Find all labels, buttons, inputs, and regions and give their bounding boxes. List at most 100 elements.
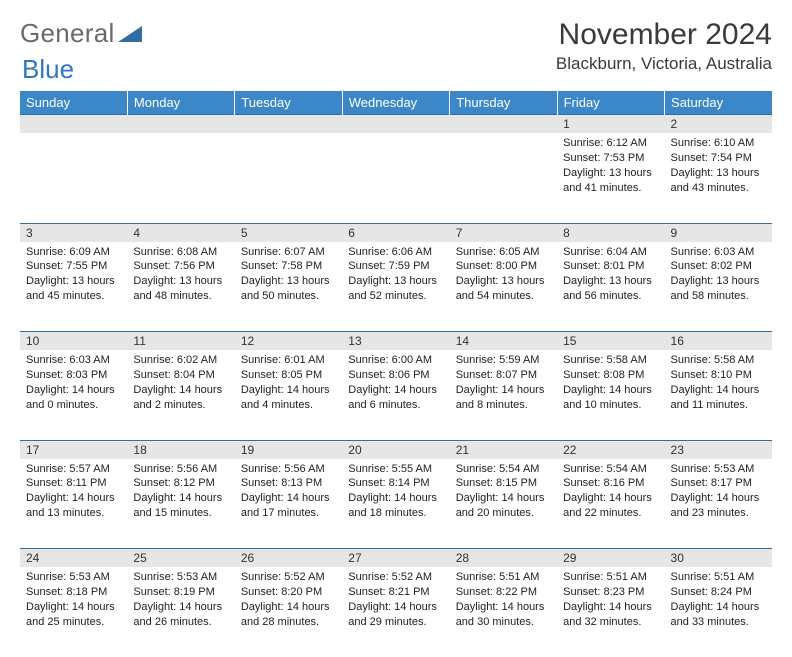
day-number (235, 115, 342, 134)
daynum-row: 3456789 (20, 223, 772, 242)
title-block: November 2024 Blackburn, Victoria, Austr… (556, 18, 772, 74)
daynum-row: 24252627282930 (20, 549, 772, 568)
day-number (342, 115, 449, 134)
day-cell: Sunrise: 5:51 AMSunset: 8:24 PMDaylight:… (665, 567, 772, 657)
week-row: Sunrise: 5:53 AMSunset: 8:18 PMDaylight:… (20, 567, 772, 657)
day-info: Sunrise: 5:54 AMSunset: 8:16 PMDaylight:… (557, 459, 664, 527)
day-cell: Sunrise: 6:03 AMSunset: 8:02 PMDaylight:… (665, 242, 772, 332)
col-wed: Wednesday (342, 91, 449, 115)
day-info: Sunrise: 6:03 AMSunset: 8:02 PMDaylight:… (665, 242, 772, 310)
day-number: 26 (235, 549, 342, 568)
day-number: 20 (342, 440, 449, 459)
day-info: Sunrise: 5:52 AMSunset: 8:20 PMDaylight:… (235, 567, 342, 635)
day-info: Sunrise: 5:56 AMSunset: 8:13 PMDaylight:… (235, 459, 342, 527)
day-cell: Sunrise: 5:52 AMSunset: 8:21 PMDaylight:… (342, 567, 449, 657)
day-info: Sunrise: 5:51 AMSunset: 8:22 PMDaylight:… (450, 567, 557, 635)
day-info: Sunrise: 5:59 AMSunset: 8:07 PMDaylight:… (450, 350, 557, 418)
location: Blackburn, Victoria, Australia (556, 54, 772, 74)
logo: General (20, 18, 142, 49)
day-cell (342, 133, 449, 223)
day-info: Sunrise: 5:51 AMSunset: 8:24 PMDaylight:… (665, 567, 772, 635)
day-info: Sunrise: 5:51 AMSunset: 8:23 PMDaylight:… (557, 567, 664, 635)
day-cell: Sunrise: 6:04 AMSunset: 8:01 PMDaylight:… (557, 242, 664, 332)
day-cell: Sunrise: 6:01 AMSunset: 8:05 PMDaylight:… (235, 350, 342, 440)
day-number: 6 (342, 223, 449, 242)
day-cell: Sunrise: 6:08 AMSunset: 7:56 PMDaylight:… (127, 242, 234, 332)
week-row: Sunrise: 6:03 AMSunset: 8:03 PMDaylight:… (20, 350, 772, 440)
daynum-row: 17181920212223 (20, 440, 772, 459)
day-cell: Sunrise: 5:54 AMSunset: 8:16 PMDaylight:… (557, 459, 664, 549)
day-cell (450, 133, 557, 223)
day-number (20, 115, 127, 134)
day-cell: Sunrise: 5:51 AMSunset: 8:23 PMDaylight:… (557, 567, 664, 657)
day-number: 23 (665, 440, 772, 459)
day-cell: Sunrise: 6:06 AMSunset: 7:59 PMDaylight:… (342, 242, 449, 332)
day-number: 10 (20, 332, 127, 351)
calendar-body: 12Sunrise: 6:12 AMSunset: 7:53 PMDayligh… (20, 115, 772, 657)
day-cell: Sunrise: 5:53 AMSunset: 8:17 PMDaylight:… (665, 459, 772, 549)
week-row: Sunrise: 6:12 AMSunset: 7:53 PMDaylight:… (20, 133, 772, 223)
day-number: 18 (127, 440, 234, 459)
day-info: Sunrise: 6:08 AMSunset: 7:56 PMDaylight:… (127, 242, 234, 310)
day-info: Sunrise: 5:52 AMSunset: 8:21 PMDaylight:… (342, 567, 449, 635)
day-number: 7 (450, 223, 557, 242)
day-info: Sunrise: 5:58 AMSunset: 8:10 PMDaylight:… (665, 350, 772, 418)
day-info: Sunrise: 5:53 AMSunset: 8:17 PMDaylight:… (665, 459, 772, 527)
day-header-row: Sunday Monday Tuesday Wednesday Thursday… (20, 91, 772, 115)
day-cell: Sunrise: 5:54 AMSunset: 8:15 PMDaylight:… (450, 459, 557, 549)
day-number: 24 (20, 549, 127, 568)
day-number (127, 115, 234, 134)
day-info: Sunrise: 6:06 AMSunset: 7:59 PMDaylight:… (342, 242, 449, 310)
day-info: Sunrise: 5:54 AMSunset: 8:15 PMDaylight:… (450, 459, 557, 527)
day-info: Sunrise: 6:07 AMSunset: 7:58 PMDaylight:… (235, 242, 342, 310)
day-cell: Sunrise: 5:52 AMSunset: 8:20 PMDaylight:… (235, 567, 342, 657)
col-tue: Tuesday (235, 91, 342, 115)
day-number: 25 (127, 549, 234, 568)
day-info: Sunrise: 5:55 AMSunset: 8:14 PMDaylight:… (342, 459, 449, 527)
day-number: 4 (127, 223, 234, 242)
day-cell: Sunrise: 5:53 AMSunset: 8:18 PMDaylight:… (20, 567, 127, 657)
day-number: 22 (557, 440, 664, 459)
day-cell: Sunrise: 6:05 AMSunset: 8:00 PMDaylight:… (450, 242, 557, 332)
calendar-table: Sunday Monday Tuesday Wednesday Thursday… (20, 91, 772, 657)
day-info: Sunrise: 6:05 AMSunset: 8:00 PMDaylight:… (450, 242, 557, 310)
day-cell (127, 133, 234, 223)
day-info: Sunrise: 5:53 AMSunset: 8:19 PMDaylight:… (127, 567, 234, 635)
day-number: 11 (127, 332, 234, 351)
day-number: 12 (235, 332, 342, 351)
week-row: Sunrise: 5:57 AMSunset: 8:11 PMDaylight:… (20, 459, 772, 549)
col-fri: Friday (557, 91, 664, 115)
day-number: 8 (557, 223, 664, 242)
day-number: 28 (450, 549, 557, 568)
day-number (450, 115, 557, 134)
day-info: Sunrise: 6:10 AMSunset: 7:54 PMDaylight:… (665, 133, 772, 201)
day-info: Sunrise: 6:03 AMSunset: 8:03 PMDaylight:… (20, 350, 127, 418)
day-cell (235, 133, 342, 223)
logo-triangle-icon (118, 24, 142, 44)
day-info: Sunrise: 6:09 AMSunset: 7:55 PMDaylight:… (20, 242, 127, 310)
day-number: 27 (342, 549, 449, 568)
day-cell: Sunrise: 6:07 AMSunset: 7:58 PMDaylight:… (235, 242, 342, 332)
day-number: 16 (665, 332, 772, 351)
day-cell: Sunrise: 5:57 AMSunset: 8:11 PMDaylight:… (20, 459, 127, 549)
col-mon: Monday (127, 91, 234, 115)
day-cell: Sunrise: 5:58 AMSunset: 8:10 PMDaylight:… (665, 350, 772, 440)
day-cell: Sunrise: 5:58 AMSunset: 8:08 PMDaylight:… (557, 350, 664, 440)
day-number: 29 (557, 549, 664, 568)
day-cell: Sunrise: 6:09 AMSunset: 7:55 PMDaylight:… (20, 242, 127, 332)
day-number: 21 (450, 440, 557, 459)
day-number: 3 (20, 223, 127, 242)
day-cell: Sunrise: 6:02 AMSunset: 8:04 PMDaylight:… (127, 350, 234, 440)
day-number: 14 (450, 332, 557, 351)
day-info: Sunrise: 5:58 AMSunset: 8:08 PMDaylight:… (557, 350, 664, 418)
day-cell: Sunrise: 5:53 AMSunset: 8:19 PMDaylight:… (127, 567, 234, 657)
daynum-row: 10111213141516 (20, 332, 772, 351)
day-cell: Sunrise: 6:10 AMSunset: 7:54 PMDaylight:… (665, 133, 772, 223)
logo-word1: General (20, 18, 115, 49)
month-title: November 2024 (556, 18, 772, 52)
day-number: 2 (665, 115, 772, 134)
daynum-row: 12 (20, 115, 772, 134)
day-number: 19 (235, 440, 342, 459)
day-info: Sunrise: 5:53 AMSunset: 8:18 PMDaylight:… (20, 567, 127, 635)
day-cell: Sunrise: 5:59 AMSunset: 8:07 PMDaylight:… (450, 350, 557, 440)
